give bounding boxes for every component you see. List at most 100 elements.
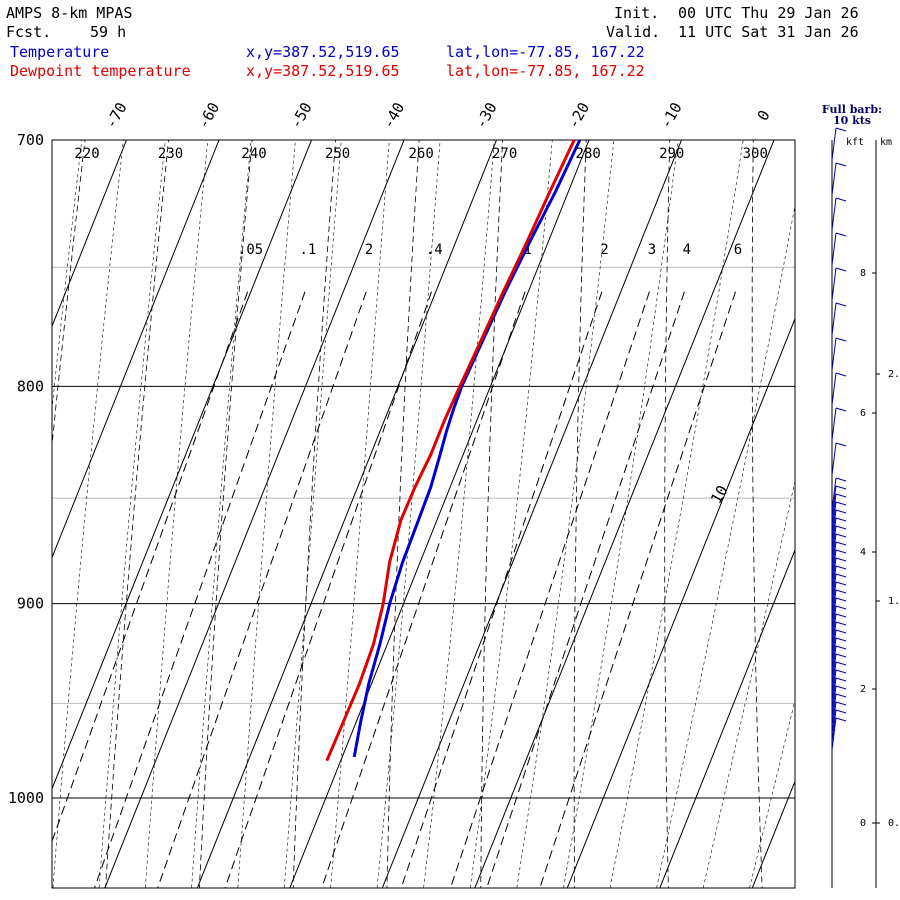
wind-barb <box>831 629 847 663</box>
wind-barb <box>831 557 847 591</box>
temperature-profile <box>352 139 582 758</box>
moist-adiabat <box>702 479 795 888</box>
barb-flag <box>835 637 847 642</box>
mixing-ratio-label: 4 <box>683 242 691 258</box>
forecast-hours: 59 h <box>90 23 127 41</box>
barb-flag <box>835 509 847 514</box>
wind-barb <box>831 597 847 631</box>
barb-flag <box>835 621 847 626</box>
barb-flag <box>835 533 847 538</box>
barb-flag <box>835 302 847 307</box>
barb-staff <box>831 267 837 301</box>
moist-adiabat <box>237 140 296 888</box>
moist-adiabat <box>838 87 900 900</box>
wind-barb <box>831 509 847 543</box>
barb-flag <box>835 597 847 602</box>
kft-tick-label: 0 <box>860 818 866 829</box>
isotherm <box>52 140 313 791</box>
isotherm <box>566 317 795 888</box>
diagram-lines <box>0 87 900 900</box>
kft-tick-label: 2 <box>860 684 866 695</box>
temperature-tick-label: 0 <box>754 107 774 124</box>
barb-staff <box>831 407 837 441</box>
barb-staff <box>831 501 837 535</box>
barb-staff <box>831 557 837 591</box>
wind-barb <box>831 337 847 371</box>
barb-staff <box>831 442 837 476</box>
barb-flag <box>835 372 847 377</box>
wind-barb <box>831 162 847 196</box>
barb-flag <box>835 693 847 698</box>
wind-barb <box>831 525 847 559</box>
barb-staff <box>831 661 837 695</box>
isotherm <box>474 140 775 888</box>
legend-dewpoint-xy: x,y=387.52,519.65 <box>246 62 400 80</box>
isentrope-label: 250 <box>325 146 350 162</box>
barb-flag <box>835 557 847 562</box>
isentrope-label: 220 <box>74 146 99 162</box>
wind-barb <box>831 407 847 441</box>
mixing-ratio-line <box>400 291 603 888</box>
wind-barb <box>831 581 847 615</box>
barb-staff <box>831 693 837 727</box>
pressure-label: 1000 <box>8 789 44 807</box>
barb-flag <box>835 517 847 522</box>
kft-tick-label: 6 <box>860 408 866 419</box>
wind-barb <box>831 709 847 743</box>
barb-flag <box>835 613 847 618</box>
wind-barb <box>831 127 847 161</box>
moist-adiabat <box>330 140 390 888</box>
wind-barb <box>831 485 847 519</box>
barb-staff <box>831 302 837 336</box>
barb-staff <box>831 541 837 575</box>
moist-adiabat <box>283 140 342 888</box>
mixing-ratio-line <box>52 291 249 843</box>
kft-label: kft <box>846 137 864 148</box>
barb-flag <box>835 525 847 530</box>
barb-staff <box>831 701 837 735</box>
dry-adiabat <box>198 140 253 888</box>
wind-barb <box>831 517 847 551</box>
wind-barb <box>831 645 847 679</box>
wind-barb <box>831 541 847 575</box>
barb-staff <box>831 509 837 543</box>
init-label: Init. <box>614 4 660 22</box>
barb-flag <box>835 565 847 570</box>
barb-staff <box>831 573 837 607</box>
barb-flag <box>835 645 847 650</box>
barb-staff <box>831 477 837 511</box>
wind-barb <box>831 717 847 751</box>
legend-temperature-latlon: lat,lon=-77.85, 167.22 <box>446 43 645 61</box>
legend-temperature-name: Temperature <box>10 43 110 61</box>
moist-adiabat <box>469 140 553 888</box>
barb-flag <box>835 709 847 714</box>
dry-adiabat <box>52 140 86 450</box>
barb-flag <box>835 442 847 447</box>
barb-staff <box>831 485 837 519</box>
barb-staff <box>831 589 837 623</box>
barb-staff <box>831 127 837 161</box>
isotherm <box>381 140 683 888</box>
barb-staff <box>831 621 837 655</box>
km-label: km <box>880 137 892 148</box>
kft-tick-label: 4 <box>860 547 866 558</box>
barb-staff <box>831 197 837 231</box>
wind-barb <box>831 685 847 719</box>
barb-staff <box>831 533 837 567</box>
barb-panel-title: Full barb: 10 kts <box>812 104 892 126</box>
isotherm <box>196 140 498 888</box>
mixing-ratio-label: 1 <box>524 242 532 258</box>
barb-flag <box>835 407 847 412</box>
wind-barb <box>831 621 847 655</box>
isotherm <box>0 87 55 900</box>
mixing-ratio-line <box>321 291 526 888</box>
wind-barb <box>831 693 847 727</box>
mixing-ratio-label: 2 <box>600 242 608 258</box>
barb-flag <box>835 162 847 167</box>
wind-barb <box>831 653 847 687</box>
mixing-ratio-line <box>486 291 685 888</box>
mixing-ratio-label: 3 <box>648 242 656 258</box>
barb-flag <box>835 629 847 634</box>
barb-flag <box>835 677 847 682</box>
